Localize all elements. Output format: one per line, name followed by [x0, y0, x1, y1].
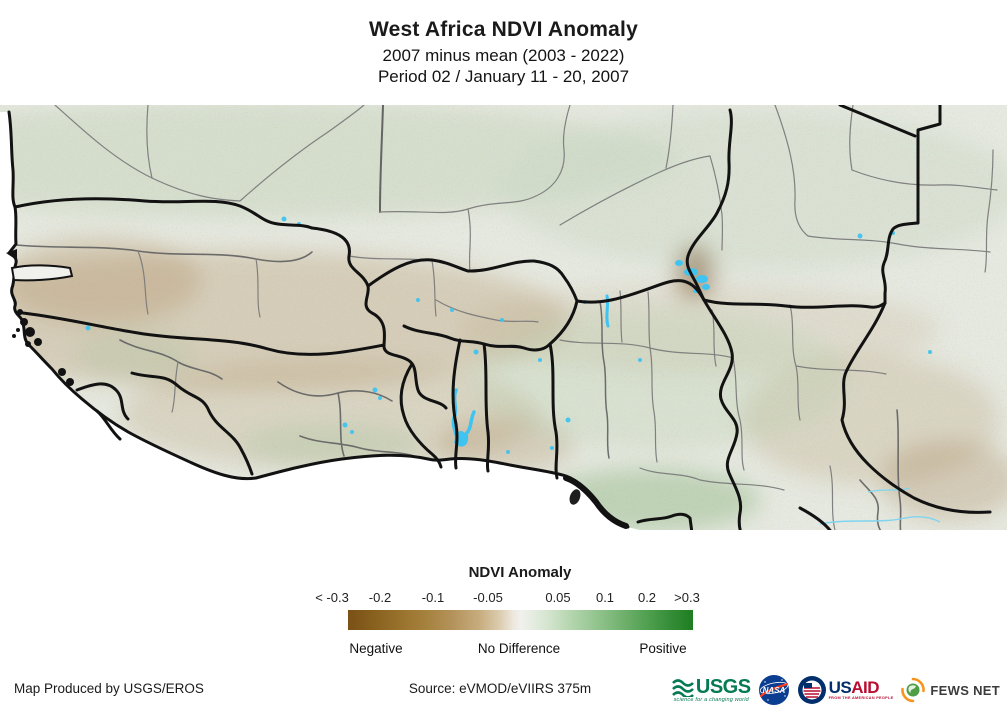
- country-borders: [13, 105, 992, 530]
- usgs-tagline: science for a changing world: [673, 696, 749, 703]
- river: [867, 487, 911, 493]
- logo-strip: USGS science for a changing world NASA: [671, 670, 1000, 710]
- gambia: [10, 264, 74, 282]
- cape-verde-peninsula: [6, 249, 17, 260]
- fews-net-wordmark: FEWS NET: [930, 682, 1000, 698]
- fews-net-logo: FEWS NET: [900, 677, 1000, 703]
- usgs-logo: USGS science for a changing world: [671, 675, 751, 704]
- usaid-tagline: FROM THE AMERICAN PEOPLE: [828, 696, 894, 701]
- lake-chad: [675, 260, 710, 293]
- legend-tick: 0.1: [595, 590, 615, 605]
- header: West Africa NDVI Anomaly 2007 minus mean…: [0, 0, 1007, 87]
- legend-category-positive: Positive: [639, 641, 687, 656]
- map-title: West Africa NDVI Anomaly: [369, 18, 638, 41]
- kainji-reservoir: [605, 294, 610, 328]
- niger-delta-coast: [563, 475, 629, 529]
- water-bodies: [85, 216, 941, 525]
- credit-text: Map Produced by USGS/EROS: [14, 681, 204, 696]
- legend-tick: -0.05: [473, 590, 503, 605]
- nasa-wordmark: NASA: [762, 686, 785, 695]
- admin-boundaries: [15, 105, 998, 530]
- usaid-wordmark: USAID: [828, 678, 880, 698]
- nasa-logo: NASA: [758, 674, 790, 706]
- legend-tick: < -0.3: [315, 590, 349, 605]
- map-canvas: [0, 105, 1007, 530]
- legend: NDVI Anomaly < -0.3 -0.2 -0.1 -0.05 0.05…: [0, 558, 1007, 668]
- legend-tick: >0.3: [674, 590, 700, 605]
- ocean: [0, 112, 640, 530]
- usaid-logo: USAID FROM THE AMERICAN PEOPLE: [797, 675, 894, 705]
- legend-title: NDVI Anomaly: [468, 564, 572, 581]
- nasa-meatball-icon: NASA: [758, 675, 789, 705]
- source-text: Source: eVMOD/eVIIRS 375m: [408, 681, 592, 696]
- usgs-wave-icon: [671, 678, 694, 697]
- map-subtitle-period: Period 02 / January 11 - 20, 2007: [377, 67, 630, 86]
- fews-net-globe-icon: [901, 677, 926, 703]
- river: [819, 516, 941, 525]
- usgs-wordmark: USGS: [695, 675, 751, 698]
- legend-tick: 0.05: [545, 590, 571, 605]
- legend-tick: 0.2: [637, 590, 657, 605]
- coastal-islets: [12, 309, 74, 386]
- legend-colorbar: [348, 610, 693, 630]
- usaid-seal-icon: [797, 676, 826, 704]
- map-subtitle-mean: 2007 minus mean (2003 - 2022): [382, 46, 625, 65]
- legend-category-nodifference: No Difference: [477, 641, 561, 656]
- legend-category-negative: Negative: [349, 641, 403, 656]
- ndvi-anomaly-map: [0, 105, 1007, 530]
- legend-tick: -0.1: [421, 590, 445, 605]
- legend-tick: -0.2: [368, 590, 392, 605]
- bioko-island: [569, 489, 581, 505]
